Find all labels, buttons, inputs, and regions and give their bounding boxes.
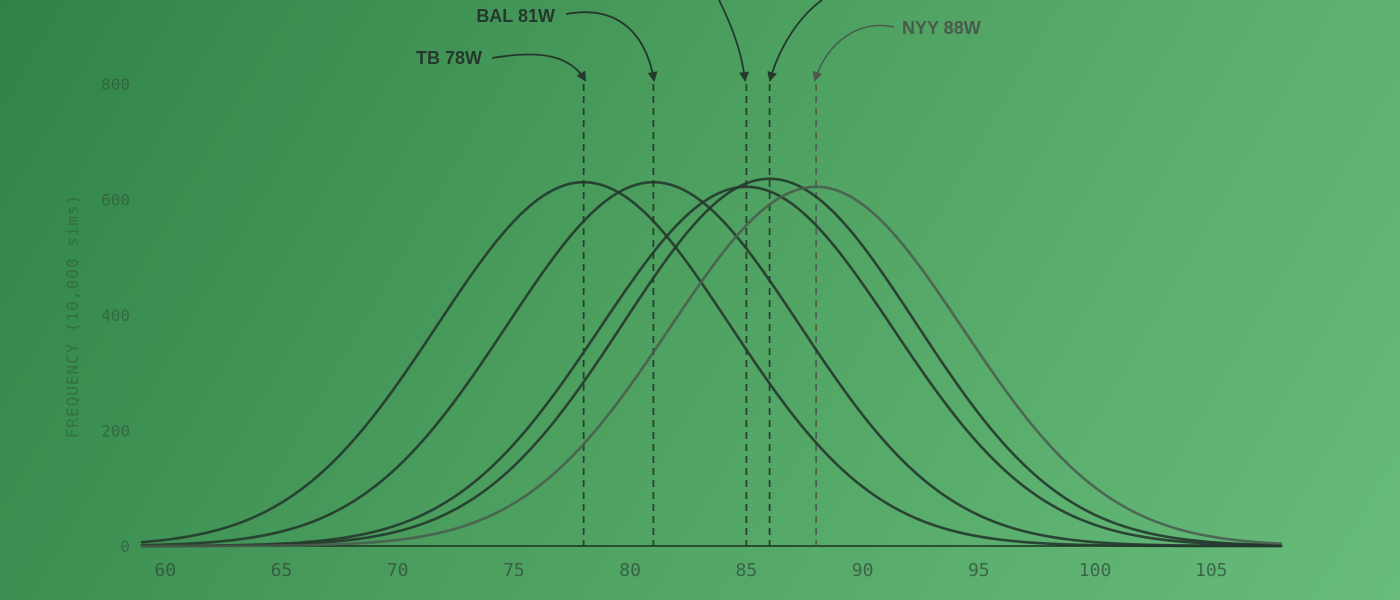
- series-curve-bos: [140, 185, 1283, 548]
- series-curve-tor: [140, 177, 1283, 548]
- series-curve-tb: [140, 180, 1283, 548]
- series-curve-nyy: [140, 185, 1283, 548]
- callout-label-tb: TB 78W: [416, 48, 482, 68]
- y-axis-ticks: 0 200 400 600 800: [101, 75, 130, 556]
- callout-arrow-bal: [565, 11, 658, 82]
- x-tick-label: 75: [503, 560, 525, 581]
- y-tick-label: 600: [101, 191, 130, 210]
- x-tick-label: 85: [736, 560, 758, 581]
- y-tick-label: 0: [120, 537, 130, 556]
- x-tick-label: 70: [387, 560, 409, 581]
- x-tick-label: 65: [271, 560, 293, 581]
- x-tick-label: 60: [154, 560, 176, 581]
- callout-arrow-bos: [718, 0, 750, 82]
- callout-label-bal: BAL 81W: [476, 6, 555, 26]
- distribution-curves: [140, 177, 1283, 548]
- y-tick-label: 800: [101, 75, 130, 94]
- x-tick-label: 80: [619, 560, 641, 581]
- callout-arrow-tor: [767, 0, 823, 82]
- series-curve-bal: [140, 180, 1283, 548]
- x-tick-label: 100: [1079, 560, 1112, 581]
- callout-arrow-tb: [491, 53, 587, 82]
- callout-label-nyy: NYY 88W: [902, 18, 981, 38]
- y-axis-title: FREQUENCY (10,000 sims): [63, 194, 82, 439]
- x-tick-label: 105: [1195, 560, 1228, 581]
- y-tick-label: 400: [101, 306, 130, 325]
- x-tick-label: 90: [852, 560, 874, 581]
- mean-reference-lines: [582, 84, 818, 546]
- y-axis-label: FREQUENCY (10,000 sims): [63, 194, 82, 439]
- x-tick-label: 95: [968, 560, 990, 581]
- x-axis-ticks: 60 65 70 75 80 85 90 95 100 105: [154, 560, 1227, 581]
- callout-arrow-nyy: [812, 25, 895, 82]
- annotation-callouts: TB 78W BAL 81W NYY 88W: [416, 0, 981, 82]
- y-tick-label: 200: [101, 422, 130, 441]
